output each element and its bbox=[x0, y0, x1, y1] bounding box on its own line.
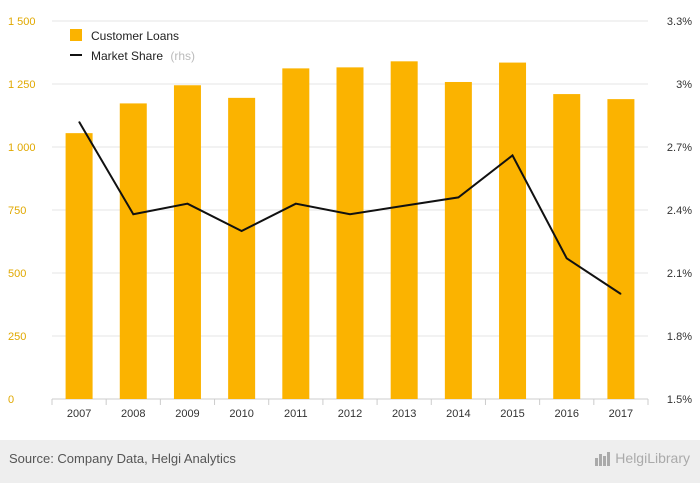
x-tick-label: 2011 bbox=[284, 408, 308, 420]
right-tick-label: 2.1% bbox=[667, 268, 692, 280]
left-tick-label: 500 bbox=[8, 268, 26, 280]
combo-chart: 2007 2008 2009 2010 2011 2012 2013 2014 2015 2016… bbox=[8, 16, 692, 420]
bar-2010 bbox=[228, 97, 256, 400]
left-tick-label: 1 500 bbox=[8, 16, 36, 28]
legend-label-market-share-note: (rhs) bbox=[170, 49, 195, 63]
right-tick-label: 3.3% bbox=[667, 16, 692, 28]
right-axis-tick-labels: 1.5% 1.8% 2.1% 2.4% 2.7% 3% 3.3% bbox=[667, 16, 692, 406]
right-tick-label: 3% bbox=[676, 79, 692, 91]
bar-2009 bbox=[173, 85, 201, 399]
line-series-market-share bbox=[78, 121, 622, 295]
bar-2012 bbox=[336, 67, 364, 400]
x-tick-label: 2015 bbox=[500, 408, 524, 420]
bar-2013 bbox=[390, 61, 418, 399]
library-icon bbox=[595, 450, 611, 466]
bar-2015 bbox=[499, 62, 527, 400]
bar-2017 bbox=[607, 99, 635, 400]
market-share-point-2011 bbox=[295, 203, 297, 205]
brand-logo: HelgiLibrary bbox=[595, 450, 690, 466]
x-tick-label: 2010 bbox=[229, 408, 253, 420]
bar-2016 bbox=[553, 94, 581, 399]
market-share-point-2015 bbox=[512, 154, 514, 156]
bar-2011 bbox=[282, 68, 310, 399]
legend: Customer Loans Market Share (rhs) bbox=[70, 29, 195, 63]
right-tick-label: 2.4% bbox=[667, 205, 692, 217]
source-text: Source: Company Data, Helgi Analytics bbox=[9, 451, 236, 466]
market-share-point-2009 bbox=[186, 203, 188, 205]
legend-label-market-share-name: Market Share bbox=[91, 49, 163, 63]
legend-swatch-customer-loans bbox=[70, 29, 82, 41]
market-share-point-2007 bbox=[78, 121, 80, 123]
left-tick-label: 1 250 bbox=[8, 79, 36, 91]
left-tick-label: 750 bbox=[8, 205, 26, 217]
bar-2007 bbox=[65, 133, 93, 399]
market-share-point-2010 bbox=[241, 230, 243, 232]
x-tick-label: 2007 bbox=[67, 408, 91, 420]
legend-label-market-share: Market Share (rhs) bbox=[91, 49, 195, 63]
left-tick-label: 1 000 bbox=[8, 142, 36, 154]
x-axis-tick-labels: 2007 2008 2009 2010 2011 2012 2013 2014 2015 2016… bbox=[67, 408, 633, 420]
x-tick-label: 2014 bbox=[446, 408, 470, 420]
x-tick-label: 2012 bbox=[338, 408, 362, 420]
right-tick-label: 1.5% bbox=[667, 394, 692, 406]
x-tick-label: 2017 bbox=[609, 408, 633, 420]
market-share-point-2017 bbox=[620, 293, 622, 295]
market-share-point-2013 bbox=[403, 205, 405, 207]
bar-2014 bbox=[444, 81, 472, 399]
footer: Source: Company Data, Helgi Analytics He… bbox=[0, 440, 700, 483]
right-tick-label: 2.7% bbox=[667, 142, 692, 154]
brand-name: HelgiLibrary bbox=[615, 450, 690, 466]
bar-2008 bbox=[119, 103, 147, 400]
x-tick-label: 2009 bbox=[175, 408, 199, 420]
legend-label-customer-loans: Customer Loans bbox=[91, 29, 179, 43]
x-tick-label: 2008 bbox=[121, 408, 145, 420]
left-axis-tick-labels: 0 250 500 750 1 000 1 250 1 500 bbox=[8, 16, 36, 406]
market-share-point-2008 bbox=[132, 213, 134, 215]
right-tick-label: 1.8% bbox=[667, 331, 692, 343]
x-tick-label: 2016 bbox=[554, 408, 578, 420]
left-tick-label: 0 bbox=[8, 394, 14, 406]
x-tick-label: 2013 bbox=[392, 408, 416, 420]
market-share-point-2014 bbox=[457, 196, 459, 198]
market-share-point-2012 bbox=[349, 213, 351, 215]
left-tick-label: 250 bbox=[8, 331, 26, 343]
bar-series-customer-loans bbox=[65, 61, 635, 400]
market-share-point-2016 bbox=[566, 257, 568, 259]
